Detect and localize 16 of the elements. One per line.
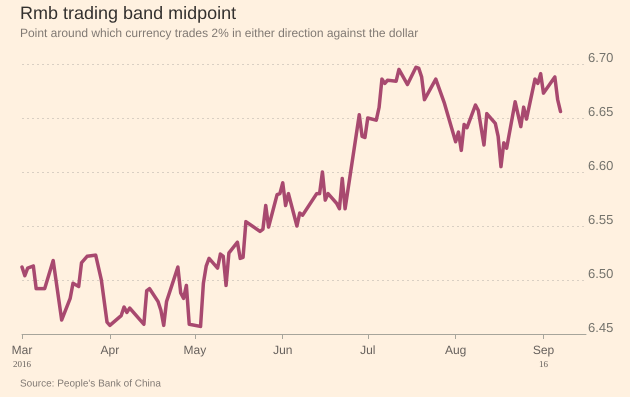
x-tick-label: Mar 2016 [12,343,32,369]
chart-subtitle: Point around which currency trades 2% in either direction against the dollar [20,26,418,40]
x-tick-label: Aug [444,343,466,357]
y-tick-label: 6.55 [588,212,614,227]
x-tick-label: Apr [100,343,120,357]
x-tick-label: Jul [360,343,376,357]
x-tick-label: Jun [273,343,292,357]
source-note: Source: People's Bank of China [20,378,162,390]
y-tick-label: 6.70 [588,50,614,65]
chart-title: Rmb trading band midpoint [20,3,236,23]
y-tick-label: 6.45 [588,320,614,335]
y-tick-label: 6.60 [588,158,614,173]
y-tick-label: 6.65 [588,104,614,119]
x-tick-label: May [184,343,206,357]
x-tick-label: Sep 16 [532,343,554,369]
y-tick-label: 6.50 [588,266,614,281]
